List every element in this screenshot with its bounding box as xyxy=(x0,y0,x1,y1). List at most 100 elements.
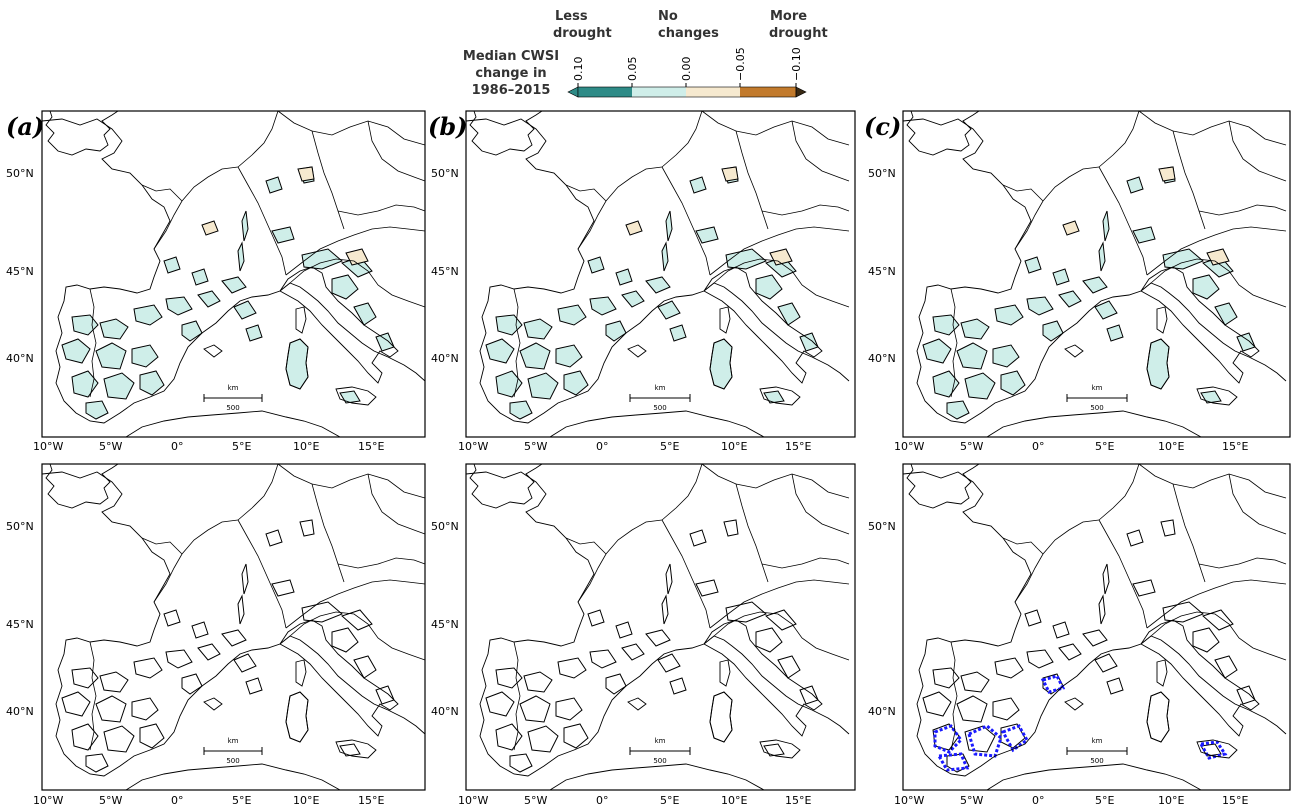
lon-label: 5°W xyxy=(960,440,983,453)
scalebar: km 500 xyxy=(1066,737,1128,765)
lon-label: 5°W xyxy=(99,440,122,453)
scalebar: km 500 xyxy=(629,384,691,412)
scalebar-value: 500 xyxy=(653,404,666,412)
map-panel-a-bottom: km 500 xyxy=(41,463,426,791)
lon-labels-top-c: 10°W 5°W 0° 5°E 10°E 15°E xyxy=(894,440,1248,453)
legend-nochange-line2: changes xyxy=(658,26,719,41)
lon-label: 15°E xyxy=(785,794,811,807)
map-panel-c-bottom: km 500 xyxy=(902,463,1291,791)
lon-label: 10°E xyxy=(293,440,319,453)
scalebar: km 500 xyxy=(203,737,263,765)
lon-label: 10°E xyxy=(1158,794,1184,807)
legend-less-line1: Less xyxy=(555,9,588,24)
lon-label: 0° xyxy=(596,794,609,807)
legend-title-line2: change in xyxy=(475,66,546,81)
lat-label: 45°N xyxy=(6,265,34,278)
lat-label: 50°N xyxy=(6,520,34,533)
scalebar: km 500 xyxy=(203,384,263,412)
legend-more-line1: More xyxy=(770,9,807,24)
scalebar-value: 500 xyxy=(1090,404,1103,412)
scalebar: km 500 xyxy=(1066,384,1128,412)
lat-label: 45°N xyxy=(868,265,896,278)
lon-label: 10°E xyxy=(721,440,747,453)
scalebar-unit: km xyxy=(1092,737,1103,745)
lat-label: 40°N xyxy=(6,352,34,365)
legend-less-line2: drought xyxy=(553,26,612,41)
scalebar-value: 500 xyxy=(1090,757,1103,765)
panel-letter-c: (c) xyxy=(864,112,901,141)
colorbar-extend-left xyxy=(567,86,579,98)
lon-label: 10°E xyxy=(1158,440,1184,453)
lon-label: 0° xyxy=(171,440,184,453)
lon-label: 5°E xyxy=(232,794,251,807)
lon-labels-bottom-a: 10°W 5°W 0° 5°E 10°E 15°E xyxy=(33,794,384,807)
lat-label: 50°N xyxy=(6,167,34,180)
colorbar-segment-2 xyxy=(632,87,686,97)
lat-labels-bottom-a: 50°N 45°N 40°N xyxy=(6,520,34,718)
colorbar-tick-5: −0.10 xyxy=(790,47,803,81)
lon-label: 10°E xyxy=(721,794,747,807)
lon-label: 5°W xyxy=(99,794,122,807)
scalebar-value: 500 xyxy=(226,404,239,412)
lat-labels-bottom-b: 50°N 45°N 40°N xyxy=(431,520,459,718)
lon-labels-bottom-c: 10°W 5°W 0° 5°E 10°E 15°E xyxy=(894,794,1248,807)
colorbar-tick-2: 0.05 xyxy=(626,57,639,82)
lat-label: 45°N xyxy=(431,265,459,278)
lon-labels-top-a: 10°W 5°W 0° 5°E 10°E 15°E xyxy=(33,440,384,453)
scalebar-unit: km xyxy=(655,737,666,745)
lat-label: 50°N xyxy=(868,520,896,533)
lon-label: 10°W xyxy=(458,440,488,453)
lat-labels-top-a: 50°N 45°N 40°N xyxy=(6,167,34,365)
lon-label: 15°E xyxy=(1222,440,1248,453)
lat-label: 45°N xyxy=(431,618,459,631)
scalebar-unit: km xyxy=(228,737,239,745)
lat-label: 40°N xyxy=(868,352,896,365)
lon-label: 5°W xyxy=(524,794,547,807)
legend-title-line1: Median CWSI xyxy=(463,49,559,64)
lat-labels-bottom-c: 50°N 40°N xyxy=(868,520,896,718)
lat-label: 45°N xyxy=(6,618,34,631)
lon-label: 15°E xyxy=(358,794,384,807)
lon-label: 5°E xyxy=(660,440,679,453)
lon-label: 0° xyxy=(1032,794,1045,807)
lat-labels-top-c: 50°N 45°N 40°N xyxy=(868,167,896,365)
panel-letter-b: (b) xyxy=(428,112,468,141)
scalebar: km 500 xyxy=(629,737,691,765)
lon-label: 15°E xyxy=(785,440,811,453)
map-panel-b-bottom: km 500 xyxy=(465,463,856,791)
map-panel-b-top: km 500 xyxy=(465,110,856,438)
lat-label: 50°N xyxy=(431,167,459,180)
lat-labels-top-b: 50°N 45°N 40°N xyxy=(431,167,459,365)
colorbar-tick-4: −0.05 xyxy=(734,47,747,81)
panel-letter-a: (a) xyxy=(6,112,44,141)
lon-label: 5°E xyxy=(232,440,251,453)
scalebar-value: 500 xyxy=(226,757,239,765)
lon-label: 10°W xyxy=(458,794,488,807)
lat-label: 50°N xyxy=(431,520,459,533)
lon-label: 10°W xyxy=(894,440,924,453)
lon-label: 10°E xyxy=(293,794,319,807)
legend-title-line3: 1986–2015 xyxy=(472,83,551,98)
colorbar-tick-1: 0.10 xyxy=(572,57,585,82)
legend: Less drought No changes More drought Med… xyxy=(463,9,828,98)
lon-label: 0° xyxy=(171,794,184,807)
lon-label: 10°W xyxy=(894,794,924,807)
colorbar-extend-right xyxy=(795,86,807,98)
scalebar-unit: km xyxy=(228,384,239,392)
lon-label: 10°W xyxy=(33,794,63,807)
lon-labels-bottom-b: 10°W 5°W 0° 5°E 10°E 15°E xyxy=(458,794,811,807)
scalebar-unit: km xyxy=(655,384,666,392)
lon-labels-top-b: 10°W 5°W 0° 5°E 10°E 15°E xyxy=(458,440,811,453)
colorbar-segment-3 xyxy=(686,87,740,97)
lon-label: 15°E xyxy=(358,440,384,453)
map-panel-c-top: km 500 xyxy=(902,110,1291,438)
lon-label: 5°E xyxy=(1095,794,1114,807)
lon-label: 5°E xyxy=(1095,440,1114,453)
colorbar-segment-4 xyxy=(740,87,796,97)
lon-label: 0° xyxy=(1032,440,1045,453)
lat-label: 40°N xyxy=(431,352,459,365)
lon-label: 5°W xyxy=(524,440,547,453)
lat-label: 40°N xyxy=(6,705,34,718)
colorbar: 0.10 0.05 0.00 −0.05 −0.10 xyxy=(567,47,807,98)
